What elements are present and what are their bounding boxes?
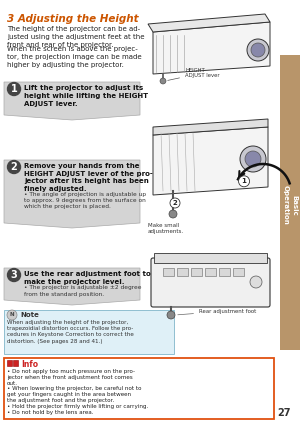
Text: 3 Adjusting the Height: 3 Adjusting the Height	[7, 14, 139, 24]
FancyBboxPatch shape	[232, 267, 244, 275]
Text: 2: 2	[11, 162, 17, 172]
Circle shape	[170, 198, 180, 208]
FancyBboxPatch shape	[7, 360, 12, 366]
Polygon shape	[153, 127, 268, 195]
FancyBboxPatch shape	[205, 267, 215, 275]
Text: 1: 1	[11, 84, 17, 94]
Polygon shape	[4, 82, 140, 120]
Text: N: N	[10, 312, 14, 317]
Polygon shape	[153, 119, 268, 135]
Text: Info: Info	[21, 360, 38, 369]
Circle shape	[7, 310, 17, 320]
Circle shape	[8, 82, 20, 96]
Text: • When lowering the projector, be careful not to
get your fingers caught in the : • When lowering the projector, be carefu…	[7, 386, 142, 403]
Text: Lift the projector to adjust its
height while lifting the HEIGHT
ADJUST lever.: Lift the projector to adjust its height …	[24, 85, 148, 107]
Text: • Do not apply too much pressure on the pro-
jector when the front adjustment fo: • Do not apply too much pressure on the …	[7, 369, 135, 386]
Circle shape	[169, 210, 177, 218]
Polygon shape	[4, 268, 140, 305]
Text: • Hold the projector firmly while lifting or carrying.: • Hold the projector firmly while liftin…	[7, 404, 148, 409]
Circle shape	[8, 269, 20, 281]
Text: Basic
Operation: Basic Operation	[283, 185, 297, 225]
Polygon shape	[148, 14, 270, 32]
Circle shape	[160, 78, 166, 84]
Text: Use the rear adjustment foot to
make the projector level.: Use the rear adjustment foot to make the…	[24, 271, 151, 285]
Circle shape	[245, 151, 261, 167]
Text: 27: 27	[277, 408, 291, 418]
Circle shape	[247, 39, 269, 61]
FancyBboxPatch shape	[13, 360, 18, 366]
Circle shape	[240, 146, 266, 172]
FancyBboxPatch shape	[176, 267, 188, 275]
FancyBboxPatch shape	[218, 267, 230, 275]
FancyBboxPatch shape	[163, 267, 173, 275]
FancyBboxPatch shape	[190, 267, 202, 275]
Polygon shape	[4, 160, 140, 228]
FancyBboxPatch shape	[4, 358, 274, 419]
FancyBboxPatch shape	[280, 55, 300, 350]
Circle shape	[8, 161, 20, 173]
FancyBboxPatch shape	[154, 253, 267, 263]
Text: When adjusting the height of the projector,
trapezoidial distortion occurs. Foll: When adjusting the height of the project…	[7, 320, 134, 343]
Text: Note: Note	[20, 312, 39, 318]
Text: The height of the projector can be ad-
justed using the adjustment feet at the
f: The height of the projector can be ad- j…	[7, 26, 145, 48]
Text: When the screen is above the projec-
tor, the projection image can be made
highe: When the screen is above the projec- tor…	[7, 46, 142, 68]
Text: 2: 2	[172, 200, 177, 206]
Text: • Do not hold by the lens area.: • Do not hold by the lens area.	[7, 410, 94, 415]
Text: Remove your hands from the
HEIGHT ADJUST lever of the pro-
jector after its heig: Remove your hands from the HEIGHT ADJUST…	[24, 163, 153, 192]
Circle shape	[250, 276, 262, 288]
Circle shape	[238, 176, 250, 187]
FancyBboxPatch shape	[151, 258, 270, 307]
Text: • The projector is adjustable ±2 degree
from the standard position.: • The projector is adjustable ±2 degree …	[24, 286, 142, 297]
Text: 3: 3	[11, 270, 17, 280]
Circle shape	[251, 43, 265, 57]
FancyBboxPatch shape	[4, 310, 174, 354]
Text: 1: 1	[242, 178, 247, 184]
Text: Make small
adjustments.: Make small adjustments.	[148, 223, 184, 234]
Text: • The angle of projection is adjustable up
to approx. 9 degrees from the surface: • The angle of projection is adjustable …	[24, 192, 146, 209]
Text: Rear adjustment foot: Rear adjustment foot	[178, 309, 256, 315]
Circle shape	[167, 311, 175, 319]
Polygon shape	[153, 22, 270, 74]
Text: HEIGHT
ADJUST lever: HEIGHT ADJUST lever	[168, 68, 220, 80]
